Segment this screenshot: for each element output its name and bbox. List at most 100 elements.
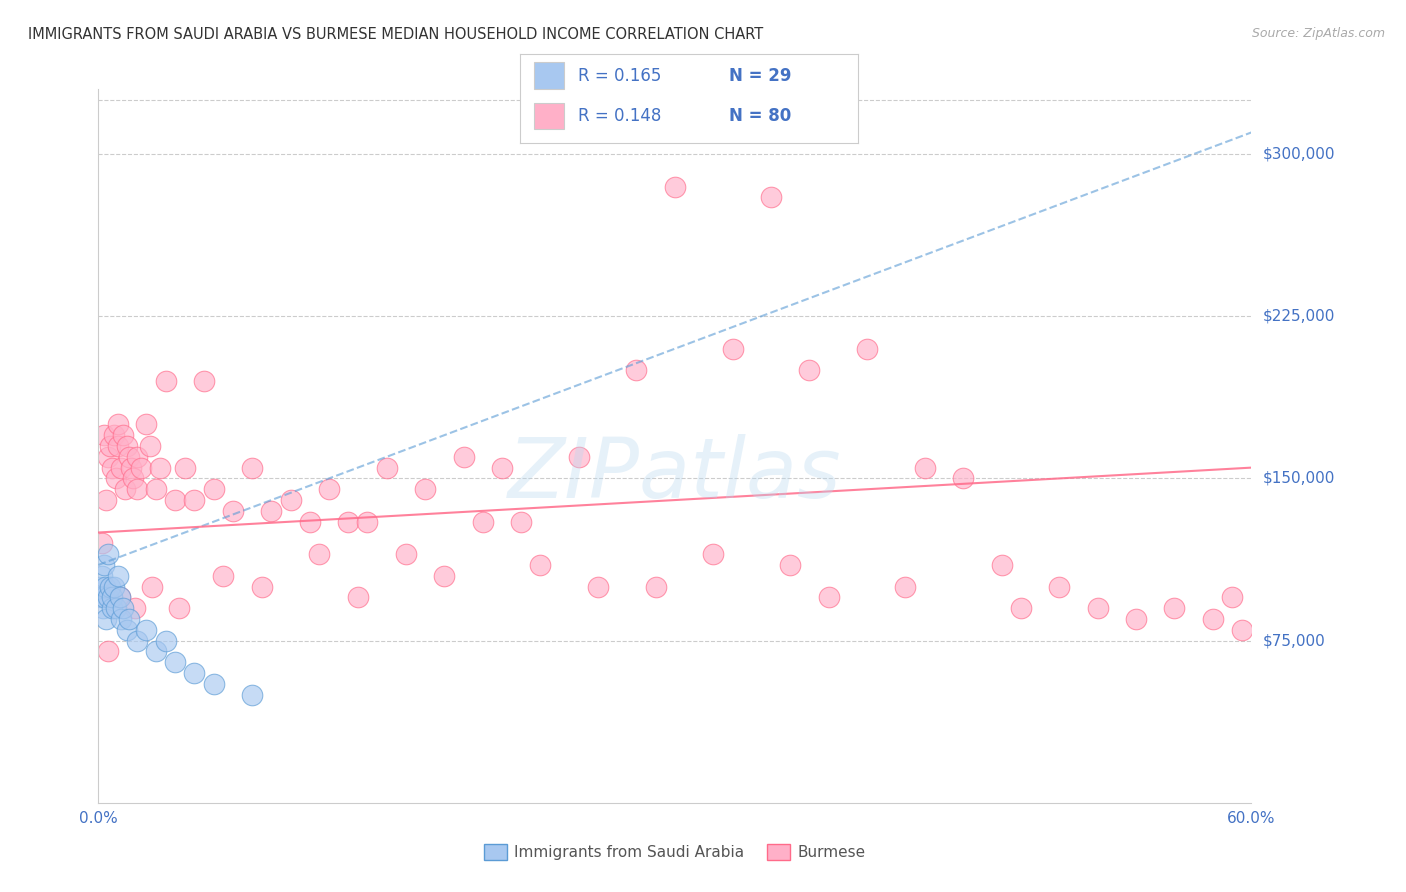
Point bbox=[145, 644, 167, 658]
Point bbox=[1220, 591, 1243, 605]
Point bbox=[112, 601, 135, 615]
Point bbox=[112, 428, 135, 442]
Point bbox=[346, 591, 368, 605]
Text: N = 29: N = 29 bbox=[730, 67, 792, 85]
Point bbox=[856, 342, 879, 356]
Point bbox=[626, 363, 648, 377]
Point bbox=[149, 460, 172, 475]
Point bbox=[117, 623, 138, 637]
FancyBboxPatch shape bbox=[534, 103, 564, 129]
Point bbox=[91, 536, 114, 550]
Point bbox=[98, 439, 121, 453]
Point bbox=[104, 471, 127, 485]
Point bbox=[318, 482, 340, 496]
Point bbox=[117, 439, 138, 453]
Point bbox=[129, 460, 152, 475]
Text: Source: ZipAtlas.com: Source: ZipAtlas.com bbox=[1251, 27, 1385, 40]
Point bbox=[125, 450, 148, 464]
Point bbox=[104, 601, 127, 615]
Point bbox=[94, 612, 117, 626]
Point bbox=[98, 580, 121, 594]
Point bbox=[212, 568, 235, 582]
Point bbox=[586, 580, 609, 594]
Point bbox=[1047, 580, 1070, 594]
Point bbox=[120, 460, 142, 475]
Point bbox=[97, 644, 120, 658]
Point bbox=[135, 417, 157, 432]
Text: $150,000: $150,000 bbox=[1263, 471, 1334, 486]
Point bbox=[1010, 601, 1032, 615]
Point bbox=[260, 504, 283, 518]
Point bbox=[759, 190, 782, 204]
Point bbox=[779, 558, 801, 572]
Point bbox=[125, 482, 148, 496]
Point bbox=[155, 633, 177, 648]
Point bbox=[174, 460, 197, 475]
Point bbox=[1202, 612, 1225, 626]
Point bbox=[91, 568, 114, 582]
Point bbox=[165, 655, 187, 669]
Point bbox=[453, 450, 475, 464]
Point bbox=[124, 601, 146, 615]
Text: ZIPatlas: ZIPatlas bbox=[508, 434, 842, 515]
Point bbox=[145, 482, 167, 496]
Point bbox=[491, 460, 513, 475]
Point bbox=[298, 515, 321, 529]
Point bbox=[103, 428, 125, 442]
Point bbox=[644, 580, 666, 594]
Point bbox=[101, 460, 124, 475]
Point bbox=[167, 601, 190, 615]
Point bbox=[155, 374, 177, 388]
Text: R = 0.148: R = 0.148 bbox=[578, 107, 661, 125]
Point bbox=[202, 677, 225, 691]
Point bbox=[529, 558, 551, 572]
Point bbox=[471, 515, 494, 529]
Point bbox=[108, 591, 131, 605]
Point bbox=[108, 591, 131, 605]
Point bbox=[1087, 601, 1109, 615]
Text: $225,000: $225,000 bbox=[1263, 309, 1334, 324]
Point bbox=[250, 580, 273, 594]
Point bbox=[1230, 623, 1253, 637]
Point bbox=[240, 460, 263, 475]
Point bbox=[375, 460, 398, 475]
Text: $75,000: $75,000 bbox=[1263, 633, 1326, 648]
Point bbox=[433, 568, 456, 582]
Point bbox=[110, 460, 132, 475]
Point bbox=[308, 547, 330, 561]
Point bbox=[107, 568, 129, 582]
Point bbox=[510, 515, 533, 529]
Text: N = 80: N = 80 bbox=[730, 107, 792, 125]
Point bbox=[202, 482, 225, 496]
Point bbox=[89, 580, 111, 594]
Point bbox=[183, 493, 205, 508]
Point bbox=[94, 493, 117, 508]
Point bbox=[110, 612, 132, 626]
Point bbox=[97, 591, 120, 605]
Point bbox=[101, 591, 124, 605]
Point bbox=[118, 450, 141, 464]
Text: R = 0.165: R = 0.165 bbox=[578, 67, 661, 85]
Legend: Immigrants from Saudi Arabia, Burmese: Immigrants from Saudi Arabia, Burmese bbox=[478, 838, 872, 866]
Point bbox=[817, 591, 839, 605]
Point bbox=[107, 417, 129, 432]
Point bbox=[356, 515, 378, 529]
Point bbox=[103, 580, 125, 594]
Point bbox=[952, 471, 974, 485]
Point bbox=[135, 623, 157, 637]
Point bbox=[97, 547, 120, 561]
Point bbox=[183, 666, 205, 681]
Point bbox=[97, 450, 120, 464]
Point bbox=[141, 580, 163, 594]
Point bbox=[107, 439, 129, 453]
Point bbox=[337, 515, 360, 529]
Point bbox=[93, 428, 115, 442]
Point bbox=[1125, 612, 1147, 626]
Point bbox=[990, 558, 1012, 572]
Point bbox=[914, 460, 936, 475]
Point bbox=[118, 612, 141, 626]
Point bbox=[702, 547, 724, 561]
Text: $300,000: $300,000 bbox=[1263, 146, 1334, 161]
Point bbox=[93, 558, 115, 572]
Point bbox=[280, 493, 302, 508]
